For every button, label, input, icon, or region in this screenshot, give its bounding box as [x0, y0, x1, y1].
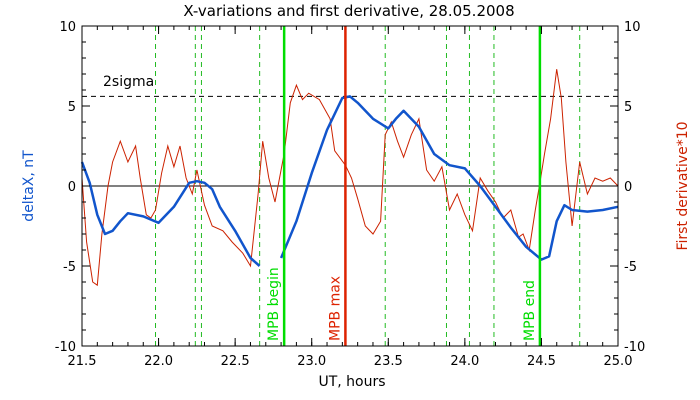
mpb-marker-label-1: MPB max: [327, 276, 343, 341]
y-axis-left-label: deltaX, nT: [21, 150, 37, 222]
y-tick-label-left: -5: [63, 260, 76, 275]
x-tick-label: 22.5: [221, 354, 250, 369]
threshold-label: 2sigma: [103, 74, 154, 90]
y-tick-label-left: 5: [68, 100, 76, 115]
x-tick-label: 23.5: [374, 354, 403, 369]
mpb-marker-label-0: MPB begin: [266, 267, 282, 341]
chart-title: X-variations and first derivative, 28.05…: [183, 2, 514, 20]
plot-area: MPB begin MPB max MPB end 21.5 22.0 22.5 23.0 2…: [55, 20, 645, 369]
y-tick-label-right: 10: [624, 20, 641, 35]
x-tick-label: 22.0: [144, 354, 173, 369]
y-tick-label-right: 5: [624, 100, 632, 115]
mpb-marker-label-2: MPB end: [522, 280, 538, 341]
x-tick-label: 24.5: [527, 354, 556, 369]
y-tick-label-left: 10: [59, 20, 76, 35]
x-axis-label: UT, hours: [318, 374, 385, 390]
y-tick-label-left: 0: [68, 180, 76, 195]
y-tick-label-right: -10: [624, 340, 645, 355]
x-tick-label: 23.0: [297, 354, 326, 369]
series-line-derivative: [81, 69, 619, 287]
y-tick-label-right: -5: [624, 260, 637, 275]
x-tick-label: 25.0: [604, 354, 633, 369]
y-tick-label-left: -10: [55, 340, 76, 355]
y-axis-right-label: First derivative*10: [675, 121, 691, 250]
x-tick-label: 24.0: [450, 354, 479, 369]
x-tick-label: 21.5: [68, 354, 97, 369]
y-tick-label-right: 0: [624, 180, 632, 195]
